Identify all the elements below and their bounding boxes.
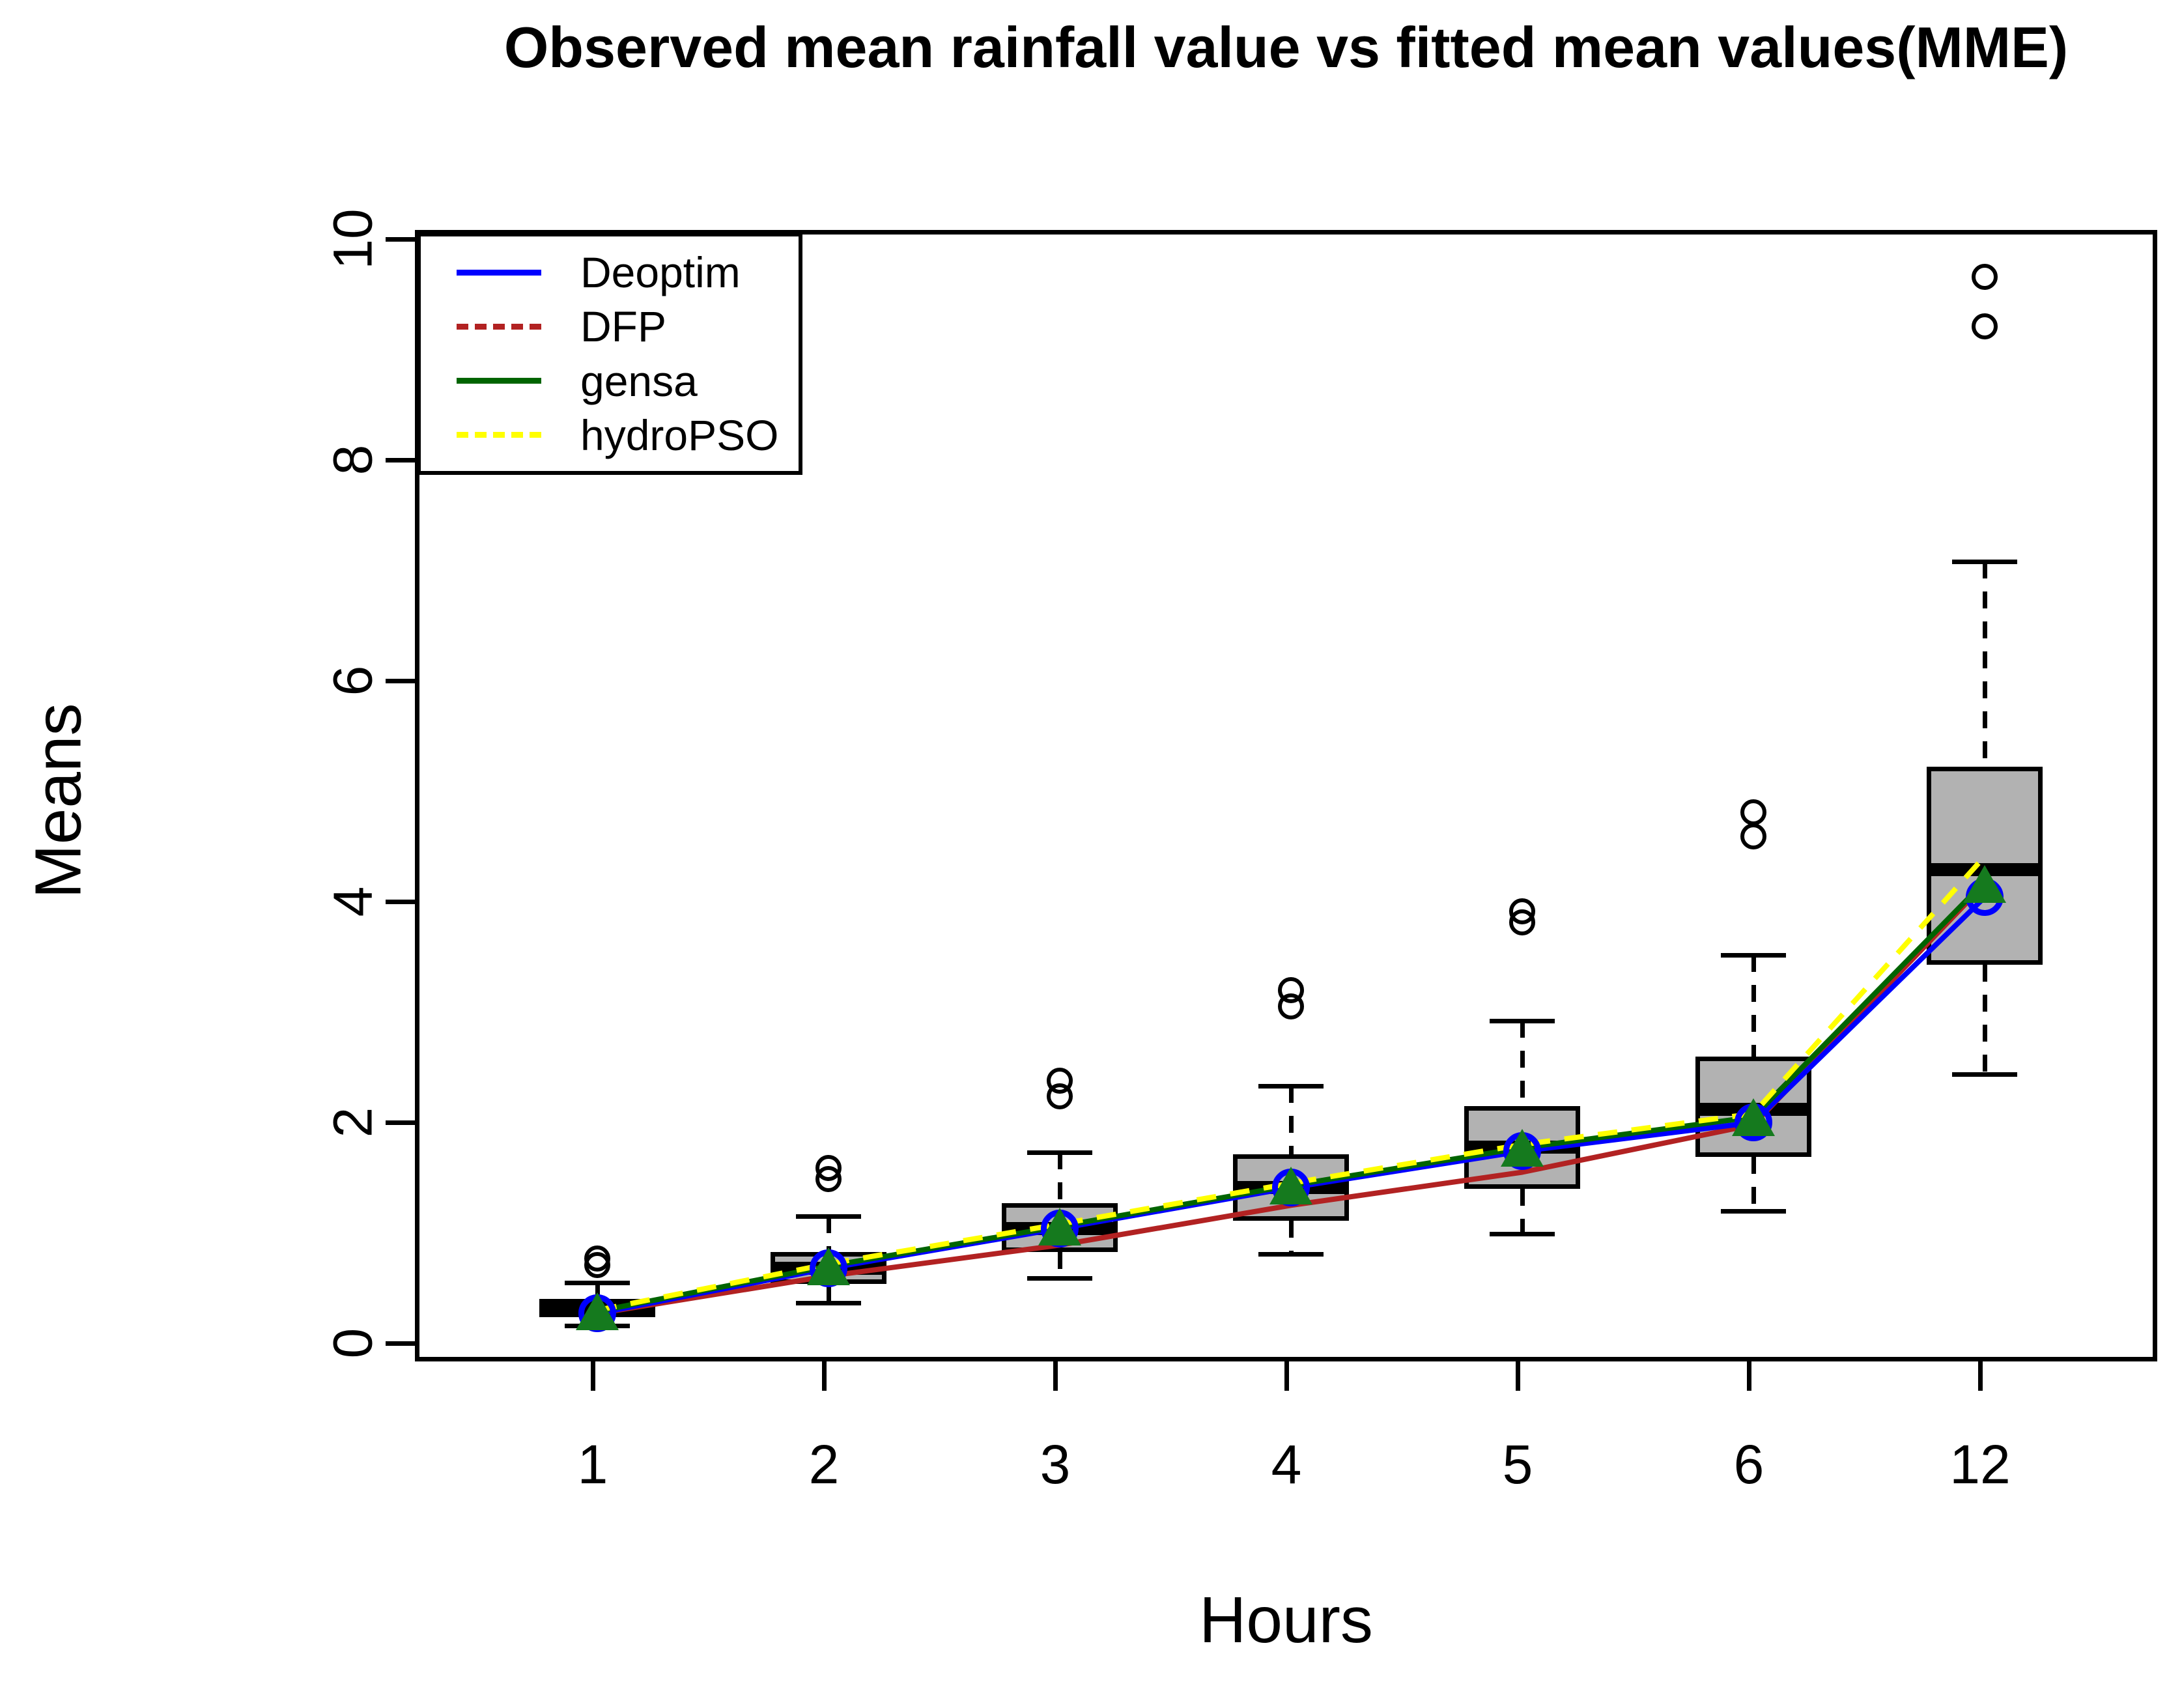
x-tick-label-4: 4 — [1271, 1434, 1302, 1495]
deoptim-line-sample — [457, 269, 541, 276]
legend-label: gensa — [580, 356, 698, 405]
outlier-circle-hour-2 — [815, 1154, 842, 1181]
x-tick-label-2: 2 — [808, 1434, 840, 1495]
fitted-mean-triangle-hour-5 — [1501, 1129, 1544, 1167]
x-tick-5 — [1516, 1361, 1520, 1391]
legend-item-hydropso: hydroPSO — [457, 410, 799, 460]
fitted-mean-triangle-hour-3 — [1038, 1207, 1081, 1245]
legend-item-deoptim: Deoptim — [457, 248, 799, 297]
fitted-mean-triangle-hour-4 — [1269, 1166, 1312, 1204]
plot-canvas — [419, 235, 2153, 1357]
upper-whisker-hour-4 — [1289, 1086, 1294, 1155]
y-tick-10 — [386, 237, 415, 242]
legend-item-dfp: DFP — [457, 302, 799, 351]
lower-whisker-cap-hour-2 — [796, 1300, 861, 1305]
outlier-circle-hour-6 — [1740, 823, 1766, 850]
x-tick-1 — [591, 1361, 595, 1391]
upper-whisker-cap-hour-6 — [1721, 952, 1786, 958]
x-tick-2 — [822, 1361, 827, 1391]
fitted-mean-triangle-hour-2 — [807, 1247, 850, 1285]
lower-whisker-cap-hour-6 — [1721, 1208, 1786, 1214]
upper-whisker-cap-hour-1 — [565, 1280, 630, 1285]
x-tick-label-5: 5 — [1502, 1434, 1533, 1495]
upper-whisker-cap-hour-5 — [1490, 1019, 1555, 1024]
y-tick-0 — [386, 1341, 415, 1346]
x-tick-4 — [1284, 1361, 1289, 1391]
fitted-mean-triangle-hour-6 — [1732, 1098, 1775, 1136]
legend-label: DFP — [580, 302, 666, 351]
y-tick-label-0: 0 — [322, 1328, 384, 1359]
deoptim-line — [597, 895, 1987, 1317]
gensa-line — [597, 879, 1987, 1314]
y-tick-label-4: 4 — [322, 886, 384, 917]
fitted-mean-triangle-hour-12 — [1963, 865, 2006, 904]
legend-item-gensa: gensa — [457, 356, 799, 406]
y-tick-label-8: 8 — [322, 444, 384, 476]
x-tick-label-1: 1 — [577, 1434, 608, 1495]
upper-whisker-cap-hour-12 — [1952, 560, 2017, 565]
x-tick-label-12: 12 — [1949, 1434, 2011, 1495]
chart-title: Observed mean rainfall value vs fitted m… — [503, 15, 2069, 79]
upper-whisker-hour-6 — [1751, 954, 1756, 1057]
upper-whisker-cap-hour-2 — [796, 1214, 861, 1219]
upper-whisker-hour-5 — [1520, 1021, 1525, 1106]
upper-whisker-hour-12 — [1983, 562, 1987, 767]
y-tick-4 — [386, 900, 415, 904]
y-tick-8 — [386, 458, 415, 463]
lower-whisker-hour-6 — [1751, 1156, 1756, 1211]
outlier-circle-hour-12 — [1972, 263, 1998, 290]
outlier-circle-hour-3 — [1047, 1067, 1073, 1094]
lower-whisker-cap-hour-3 — [1027, 1276, 1092, 1281]
lower-whisker-hour-12 — [1983, 964, 1987, 1074]
upper-whisker-cap-hour-4 — [1258, 1084, 1324, 1089]
lower-whisker-hour-4 — [1289, 1221, 1294, 1254]
lower-whisker-hour-3 — [1058, 1251, 1062, 1279]
x-tick-label-3: 3 — [1040, 1434, 1071, 1495]
x-tick-6 — [1747, 1361, 1751, 1391]
outlier-circle-hour-5 — [1509, 898, 1535, 925]
lower-whisker-cap-hour-4 — [1258, 1251, 1324, 1257]
x-tick-label-6: 6 — [1733, 1434, 1764, 1495]
upper-whisker-hour-2 — [827, 1216, 831, 1252]
lower-whisker-cap-hour-5 — [1490, 1232, 1555, 1237]
dfp-line-sample — [457, 323, 541, 330]
hydropso-line-sample — [457, 432, 541, 438]
fitted-mean-triangle-hour-1 — [576, 1292, 619, 1331]
legend-label: Deoptim — [580, 248, 741, 297]
y-tick-label-6: 6 — [322, 665, 384, 696]
outlier-circle-hour-12 — [1972, 313, 1998, 340]
plot-area — [415, 230, 2157, 1361]
outlier-circle-hour-6 — [1740, 799, 1766, 825]
lower-whisker-hour-2 — [827, 1283, 831, 1303]
y-tick-2 — [386, 1120, 415, 1125]
upper-whisker-hour-3 — [1058, 1152, 1062, 1203]
outlier-circle-hour-1 — [584, 1245, 610, 1272]
y-tick-label-10: 10 — [322, 208, 384, 270]
gensa-line-sample — [457, 378, 541, 384]
legend-box: Deoptim DFP gensa hydroPSO — [417, 233, 802, 475]
lower-whisker-cap-hour-12 — [1952, 1072, 2017, 1077]
outlier-circle-hour-4 — [1278, 976, 1304, 1003]
x-axis-label: Hours — [1199, 1584, 1373, 1657]
hydropso-line — [597, 855, 1987, 1313]
y-tick-label-2: 2 — [322, 1107, 384, 1138]
y-axis-label: Means — [21, 703, 95, 899]
x-tick-12 — [1978, 1361, 1983, 1391]
x-tick-3 — [1053, 1361, 1058, 1391]
y-tick-6 — [386, 679, 415, 683]
upper-whisker-hour-1 — [595, 1282, 600, 1300]
legend-label: hydroPSO — [580, 410, 779, 459]
upper-whisker-cap-hour-3 — [1027, 1150, 1092, 1155]
lower-whisker-hour-5 — [1520, 1188, 1525, 1234]
